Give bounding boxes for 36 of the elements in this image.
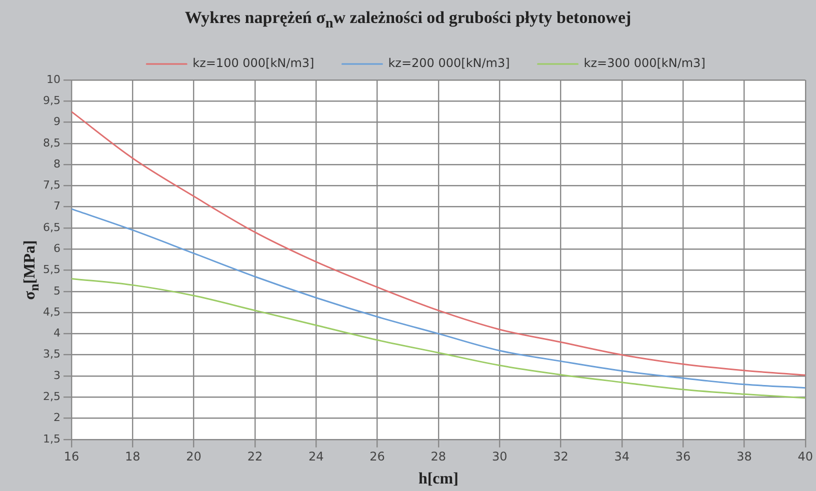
y-tick-label: 9 [53, 115, 60, 128]
legend-label: kz=200 000[kN/m3] [388, 56, 510, 70]
x-tick-label: 38 [736, 450, 752, 464]
x-tick-label: 32 [553, 450, 568, 464]
y-tick-label: 9,5 [42, 94, 60, 107]
x-tick-label: 30 [492, 450, 508, 464]
y-tick-label: 2,5 [42, 390, 60, 403]
y-tick-label: 3,5 [42, 348, 60, 361]
y-tick-label: 10 [46, 72, 60, 86]
x-tick-label: 34 [614, 450, 630, 464]
x-tick-label: 22 [247, 450, 263, 464]
y-tick-label: 2 [53, 411, 60, 424]
y-tick-label: 7,5 [42, 178, 60, 192]
y-tick-label: 1,5 [42, 432, 60, 446]
x-tick-label: 24 [308, 450, 324, 464]
x-tick-label: 26 [370, 450, 385, 464]
y-tick-label: 4,5 [42, 305, 60, 318]
y-tick-label: 5 [53, 284, 60, 298]
x-tick-label: 16 [64, 450, 80, 464]
y-tick-label: 8,5 [42, 136, 60, 150]
x-tick-label: 28 [430, 450, 446, 464]
y-tick-label: 5,5 [42, 263, 60, 276]
x-tick-label: 40 [798, 450, 814, 464]
x-axis-title: h[cm] [418, 470, 458, 488]
y-tick-label: 8 [53, 157, 60, 170]
y-tick-label: 3 [53, 368, 60, 382]
y-tick-label: 6,5 [42, 220, 60, 234]
y-tick-label: 6 [53, 242, 60, 255]
x-tick-label: 18 [125, 450, 140, 464]
y-tick-label: 7 [53, 200, 60, 213]
legend-label: kz=300 000[kN/m3] [584, 56, 706, 70]
chart-title: Wykres naprężeń σ$_{n}$w zależności od grubości płyty betonowej [184, 8, 632, 32]
y-tick-label: 4 [53, 326, 60, 340]
legend-label: kz=100 000[kN/m3] [192, 56, 314, 70]
x-tick-label: 20 [186, 450, 202, 464]
x-tick-label: 36 [675, 450, 691, 464]
